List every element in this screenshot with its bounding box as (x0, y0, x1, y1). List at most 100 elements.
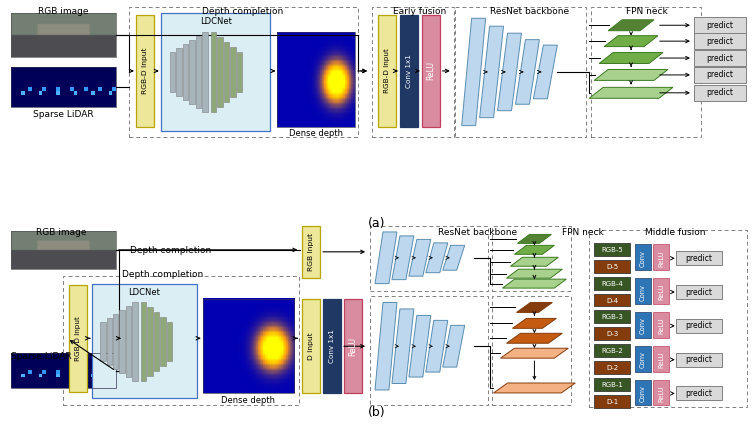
Bar (141, 302, 146, 381)
Bar (323, 298, 341, 393)
Text: RGB-5: RGB-5 (601, 247, 623, 253)
Bar (161, 13, 270, 131)
Polygon shape (426, 243, 448, 273)
Polygon shape (507, 269, 562, 278)
Polygon shape (409, 315, 431, 377)
Text: RGB image: RGB image (36, 228, 87, 237)
Text: predict: predict (706, 37, 733, 45)
Bar (170, 52, 175, 92)
Bar (147, 307, 153, 376)
Bar (119, 310, 125, 373)
Bar (126, 306, 131, 377)
Bar (372, 7, 454, 136)
Text: LDCNet: LDCNet (128, 288, 160, 297)
Bar (635, 278, 651, 304)
Text: Conv 1x1: Conv 1x1 (406, 54, 412, 88)
Text: predict: predict (686, 389, 712, 398)
Bar (154, 312, 159, 371)
Bar (100, 322, 106, 361)
Bar (653, 380, 669, 405)
Text: RGB-D Input: RGB-D Input (75, 316, 81, 361)
Bar (694, 17, 746, 33)
Bar (217, 37, 223, 107)
Text: RGB-D Input: RGB-D Input (384, 49, 390, 93)
Bar (422, 15, 439, 127)
Bar (635, 244, 651, 270)
Bar (676, 387, 722, 401)
Polygon shape (409, 240, 431, 276)
Polygon shape (517, 235, 551, 244)
Text: ReLU: ReLU (658, 385, 664, 402)
Text: ReLU: ReLU (349, 337, 358, 356)
Bar (202, 298, 294, 393)
Bar (223, 42, 229, 102)
Text: (a): (a) (368, 218, 386, 231)
Text: D-4: D-4 (606, 297, 618, 304)
Polygon shape (494, 383, 575, 393)
Polygon shape (594, 70, 668, 80)
Polygon shape (503, 279, 566, 288)
Bar (694, 33, 746, 49)
Text: RGB-3: RGB-3 (601, 314, 623, 320)
Text: Depth completion: Depth completion (122, 270, 203, 279)
Text: RGB-4: RGB-4 (601, 281, 623, 287)
Bar (176, 48, 182, 96)
Bar (230, 47, 236, 97)
Text: predict: predict (686, 254, 712, 263)
Text: Early fusion: Early fusion (393, 7, 446, 16)
Bar (653, 278, 669, 304)
Text: RGB image: RGB image (38, 7, 88, 16)
Text: LDCNet: LDCNet (199, 17, 232, 26)
Text: D-3: D-3 (606, 331, 618, 337)
Text: ReLU: ReLU (427, 62, 436, 80)
Bar (160, 317, 166, 366)
Text: Conv: Conv (640, 250, 646, 267)
Bar (400, 15, 418, 127)
Text: Sparse LiDAR: Sparse LiDAR (33, 110, 94, 119)
Bar (591, 7, 701, 136)
Bar (302, 298, 320, 393)
Bar (132, 302, 138, 381)
Polygon shape (516, 302, 553, 313)
Polygon shape (462, 18, 485, 126)
Bar (370, 296, 488, 405)
Polygon shape (479, 26, 504, 118)
Text: Depth completion: Depth completion (202, 7, 283, 16)
Bar (11, 13, 116, 57)
Polygon shape (392, 236, 414, 280)
Text: Middle fusion: Middle fusion (645, 228, 705, 237)
Bar (11, 231, 116, 268)
Bar (594, 293, 630, 306)
Text: ReLU: ReLU (658, 318, 664, 334)
Bar (190, 40, 195, 104)
Text: predict: predict (686, 288, 712, 297)
Bar (694, 67, 746, 83)
Bar (92, 284, 196, 398)
Bar (11, 353, 116, 388)
Text: RGB Input: RGB Input (308, 233, 314, 271)
Text: RGB-2: RGB-2 (601, 348, 623, 354)
Text: Conv: Conv (640, 284, 646, 301)
Bar (594, 310, 630, 323)
Text: D-2: D-2 (606, 365, 618, 371)
Text: Dense depth: Dense depth (289, 129, 344, 138)
Polygon shape (589, 87, 673, 98)
Bar (594, 260, 630, 273)
Text: predict: predict (686, 355, 712, 364)
Bar (594, 344, 630, 357)
Bar (211, 32, 216, 111)
Polygon shape (442, 326, 464, 367)
Text: ResNet backbone: ResNet backbone (490, 7, 569, 16)
Bar (694, 50, 746, 66)
Text: predict: predict (686, 322, 712, 330)
Bar (378, 15, 396, 127)
Polygon shape (534, 45, 557, 99)
Bar (594, 361, 630, 374)
Bar (635, 312, 651, 338)
Bar (694, 85, 746, 101)
Bar (136, 15, 154, 127)
Bar (594, 327, 630, 340)
Text: D Input: D Input (308, 332, 314, 360)
Polygon shape (392, 309, 414, 384)
Bar (589, 230, 747, 407)
